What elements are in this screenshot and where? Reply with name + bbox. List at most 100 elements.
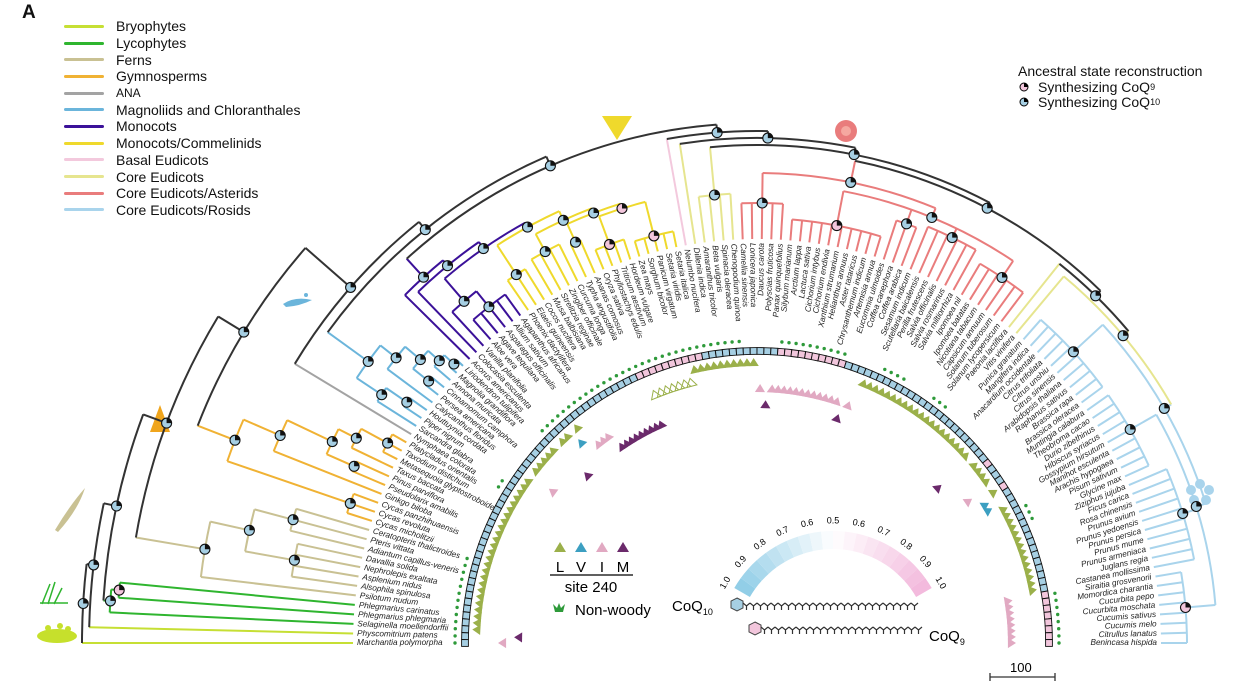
legend-subscript: 9 <box>1150 81 1156 92</box>
nonwoody-mark <box>621 370 625 375</box>
residue-L-open-triangle <box>686 377 698 389</box>
coq10-ancestral-node-icon <box>1177 507 1189 520</box>
terminal-branch <box>1141 507 1182 522</box>
terminal-branch <box>376 400 417 427</box>
terminal-branch <box>119 581 355 606</box>
residue-L-triangle <box>998 506 1008 516</box>
coq-state-square <box>1044 632 1053 641</box>
species-label: Benincasa hispida <box>1091 638 1158 647</box>
coq-state-square <box>742 347 751 356</box>
residue-M-triangle <box>584 472 594 482</box>
residue-letter: I <box>600 559 604 576</box>
terminal-branch <box>672 231 678 248</box>
nonwoody-mark <box>787 341 791 345</box>
nonwoody-mark <box>596 384 600 388</box>
terminal-branch <box>1135 487 1175 504</box>
residue-M-triangle <box>619 442 629 453</box>
terminal-branch <box>665 138 687 246</box>
terminal-branch <box>789 219 794 241</box>
legend-item-lyco: Lycophytes <box>64 35 300 52</box>
legend-swatch <box>64 191 104 195</box>
terminal-branch <box>480 312 499 334</box>
terminal-branch <box>873 236 882 257</box>
color-scale-tick: 0.7 <box>775 524 791 538</box>
terminal-branch <box>855 230 863 252</box>
terminal-branch <box>1008 263 1061 328</box>
nonwoody-mark <box>730 340 734 344</box>
species-label: Physcomitrium patens <box>357 629 438 640</box>
residue-L-triangle <box>887 394 897 404</box>
terminal-branch <box>808 221 814 243</box>
residue-M-legend-triangle <box>617 542 629 552</box>
residue-L-triangle <box>1015 542 1025 552</box>
nonwoody-mark <box>540 429 544 433</box>
terminal-branch <box>1128 468 1167 487</box>
coq10-ancestral-node-icon <box>981 202 993 214</box>
terminal-branch <box>1159 611 1186 616</box>
nonwoody-mark <box>780 340 784 344</box>
coq10-ancestral-node-icon <box>274 429 286 442</box>
residue-L-open-triangle <box>662 385 674 396</box>
nonwoody-mark <box>567 405 571 409</box>
coq10-ancestral-node-icon <box>88 559 100 571</box>
terminal-branch <box>729 193 735 240</box>
terminal-branch <box>1160 621 1187 625</box>
nonwoody-mark <box>895 374 900 378</box>
terminal-branch <box>740 203 744 240</box>
clade-arc <box>406 123 717 260</box>
terminal-branch <box>382 451 398 461</box>
terminal-branch <box>409 397 428 412</box>
nonwoody-icon <box>553 603 565 612</box>
coq10-ancestral-node-icon <box>376 389 388 401</box>
internal-branch <box>709 147 716 196</box>
residue-L-triangle <box>857 379 867 389</box>
residue-L-triangle <box>564 433 574 443</box>
terminal-branch <box>1056 354 1078 374</box>
ancestral-legend-title: Ancestral state reconstruction <box>1018 63 1203 79</box>
coq10-ancestral-node-icon <box>1090 290 1102 302</box>
residue-M-triangle <box>633 433 643 443</box>
residue-L-open-triangle <box>656 387 668 399</box>
nonwoody-mark <box>1057 634 1061 638</box>
coq10-ancestral-node-icon <box>199 543 211 555</box>
nonwoody-mark <box>902 377 906 381</box>
residue-L-triangle <box>477 586 486 596</box>
coq-state-square <box>735 347 744 356</box>
residue-L-triangle <box>509 501 520 510</box>
terminal-branch <box>1138 497 1179 513</box>
residue-L-triangle <box>748 358 759 367</box>
coq10-ancestral-node-icon <box>708 189 721 201</box>
nonwoody-mark <box>815 345 819 349</box>
terminal-branch <box>1111 437 1136 452</box>
color-scale-segment <box>897 560 918 581</box>
nonwoody-mark <box>709 342 713 347</box>
coq10-ancestral-node-icon <box>423 375 435 387</box>
species-label: Lonicera japonica <box>748 243 758 308</box>
color-scale-segment <box>881 546 900 568</box>
terminal-branch <box>539 253 562 291</box>
terminal-branch <box>1092 402 1115 419</box>
internal-branch <box>644 201 655 237</box>
terminal-branch <box>918 230 939 274</box>
terminal-branch <box>622 239 632 260</box>
terminal-branch <box>1015 275 1065 334</box>
terminal-branch <box>864 233 872 255</box>
residue-L-triangle <box>1001 512 1011 522</box>
coq-state-square <box>461 625 470 634</box>
coq10-ancestral-node-icon <box>845 176 857 188</box>
terminal-branch <box>569 243 587 278</box>
residue-I-triangle <box>605 433 615 443</box>
residue-I-triangle <box>600 436 610 447</box>
residue-I-triangle <box>754 384 765 393</box>
coq10-ancestral-node-icon <box>1158 402 1170 414</box>
legend-swatch <box>64 108 104 112</box>
nonwoody-mark <box>1030 516 1034 521</box>
legend-item-ast: Core Eudicots/Asterids <box>64 185 300 202</box>
species-label: Panax quinquefolius <box>771 243 784 317</box>
nonwoody-mark <box>695 345 699 349</box>
terminal-branch <box>845 228 853 250</box>
terminal-branch <box>697 196 706 243</box>
rosid-flower-icon <box>1186 479 1214 505</box>
color-scale-segment <box>904 568 926 589</box>
residue-L-triangle <box>980 478 990 488</box>
